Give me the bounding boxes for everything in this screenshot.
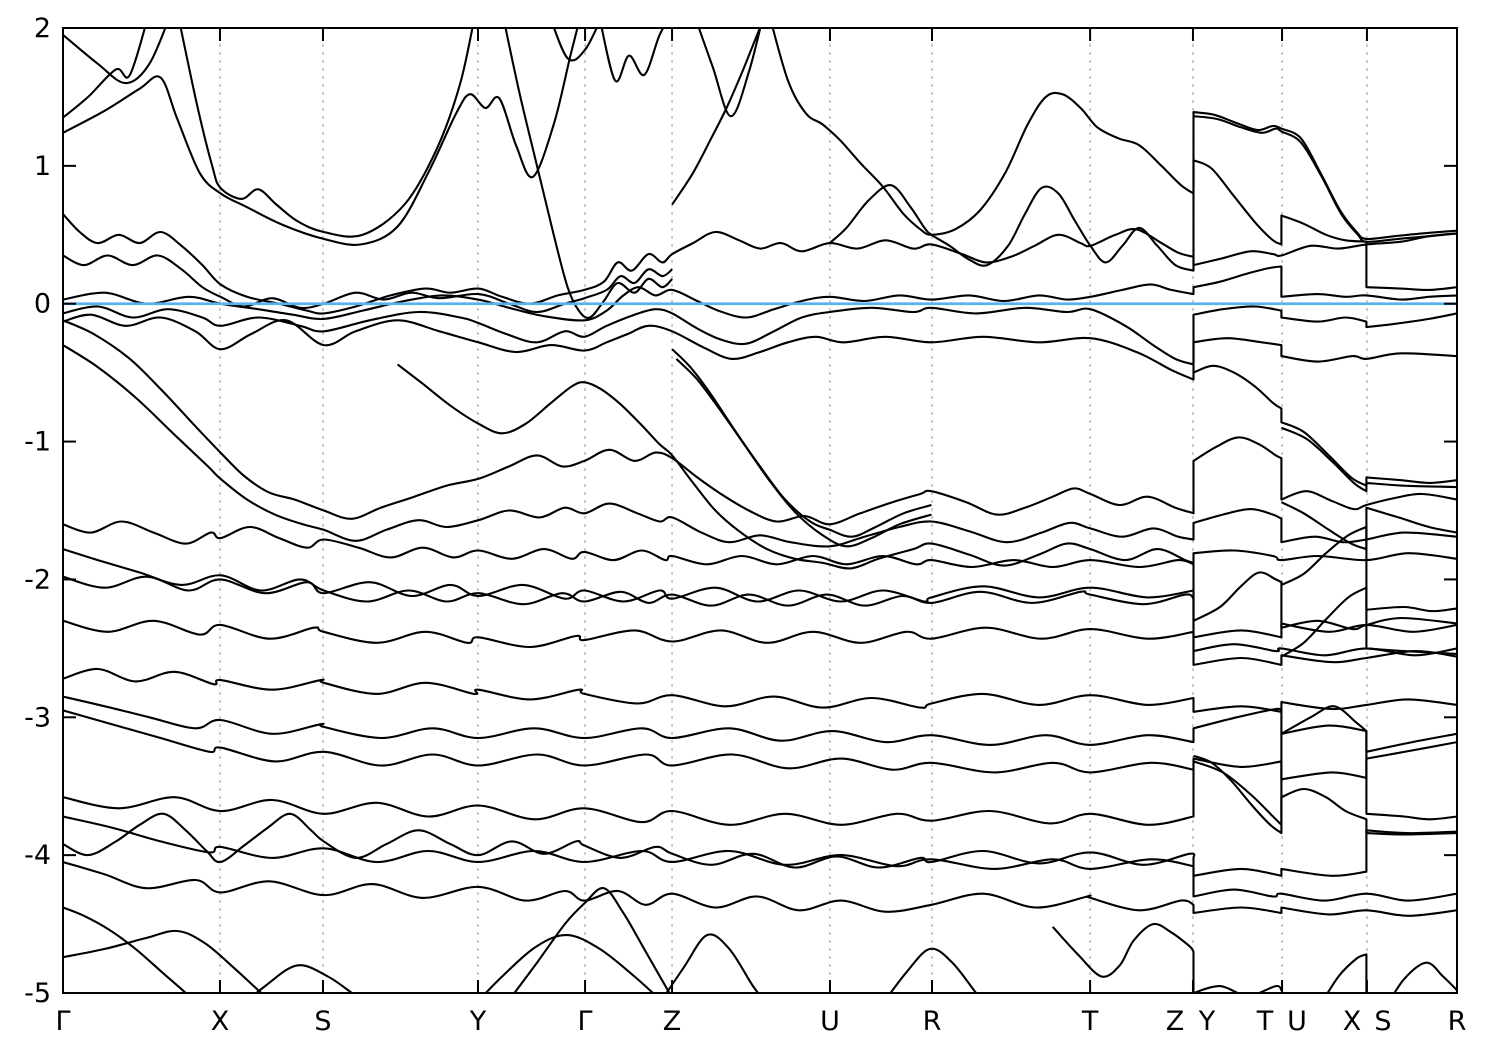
x-axis-label-15-R: R — [1448, 1006, 1467, 1037]
band-curve-26 — [63, 695, 1457, 753]
x-axis-label-13-X: X — [1343, 1006, 1362, 1037]
band-curve-14 — [63, 305, 1457, 366]
x-axis-label-3-Y: Y — [469, 1006, 487, 1037]
band-curve-34 — [254, 964, 354, 993]
y-axis-label--3: -3 — [24, 702, 51, 733]
band-curve-12 — [63, 254, 673, 314]
x-axis-label-2-S: S — [314, 1006, 331, 1037]
band-curve-45 — [1280, 501, 1457, 551]
band-curve-20 — [396, 363, 1457, 631]
y-axis-label--1: -1 — [24, 427, 51, 458]
x-axis-label-4-Γ: Γ — [578, 1006, 593, 1037]
band-curve-32 — [63, 906, 188, 993]
band-curve-8 — [697, 28, 762, 118]
plot-frame — [62, 27, 1458, 994]
band-curve-27 — [63, 709, 1457, 781]
band-curve-15 — [63, 313, 1457, 381]
band-curve-4 — [552, 28, 598, 62]
y-axis-label--4: -4 — [24, 840, 51, 871]
x-axis-label-0-Γ: Γ — [55, 1006, 70, 1037]
band-curve-2 — [63, 28, 579, 246]
y-axis-label--5: -5 — [24, 978, 51, 1009]
band-curve-13 — [63, 265, 1457, 322]
band-curve-38 — [889, 947, 978, 993]
x-axis-label-5-Z: Z — [663, 1006, 682, 1037]
band-curve-23 — [63, 575, 1457, 657]
band-curve-31 — [63, 860, 1457, 917]
band-curve-6 — [504, 28, 673, 319]
band-curve-18 — [671, 348, 932, 538]
band-curve-35 — [484, 934, 655, 993]
band-curve-7 — [671, 28, 762, 206]
y-axis-label-0: 0 — [34, 289, 51, 320]
y-axis-label-2: 2 — [34, 13, 51, 44]
x-axis-label-14-S: S — [1374, 1006, 1391, 1037]
band-curve-44 — [1280, 426, 1457, 493]
x-axis-label-10-Y: Y — [1198, 1006, 1216, 1037]
band-curve-40 — [1326, 953, 1368, 993]
x-axis-label-9-Z: Z — [1166, 1006, 1185, 1037]
band-curve-41 — [1393, 961, 1457, 993]
band-curve-43 — [1193, 364, 1457, 487]
band-curve-10 — [828, 159, 1457, 291]
band-curve-25 — [63, 667, 1457, 713]
band-curve-36 — [513, 887, 671, 993]
band-curve-33 — [63, 929, 263, 993]
x-axis-label-1-X: X — [211, 1006, 230, 1037]
band-curve-48 — [1193, 754, 1457, 836]
band-curve-19 — [675, 358, 932, 548]
band-curve-30 — [63, 812, 1457, 902]
x-axis-label-8-T: T — [1081, 1006, 1099, 1037]
band-curve-24 — [63, 619, 1457, 666]
band-curve-42 — [1193, 115, 1457, 243]
y-axis-label-1: 1 — [34, 151, 51, 182]
band-curve-16 — [63, 319, 1457, 526]
x-axis-label-12-U: U — [1287, 1006, 1307, 1037]
band-curve-39 — [1051, 922, 1283, 993]
bands-group — [63, 28, 1457, 993]
band-curve-29 — [63, 815, 1457, 877]
x-axis-label-6-U: U — [820, 1006, 840, 1037]
x-axis-label-11-T: T — [1256, 1006, 1274, 1037]
y-axis-label--2: -2 — [24, 564, 51, 595]
band-curve-17 — [63, 344, 1457, 548]
band-curve-3 — [179, 28, 474, 238]
band-curve-46 — [1280, 525, 1457, 613]
band-curve-0 — [63, 28, 167, 85]
band-curve-21 — [63, 520, 1457, 569]
band-curve-1 — [63, 28, 146, 119]
band-curve-28 — [63, 705, 1457, 826]
band-curve-37 — [665, 933, 760, 993]
x-axis-label-7-R: R — [923, 1006, 942, 1037]
band-curve-9 — [771, 28, 1457, 241]
band-curve-5 — [600, 28, 665, 83]
band-curve-47 — [1280, 586, 1457, 658]
